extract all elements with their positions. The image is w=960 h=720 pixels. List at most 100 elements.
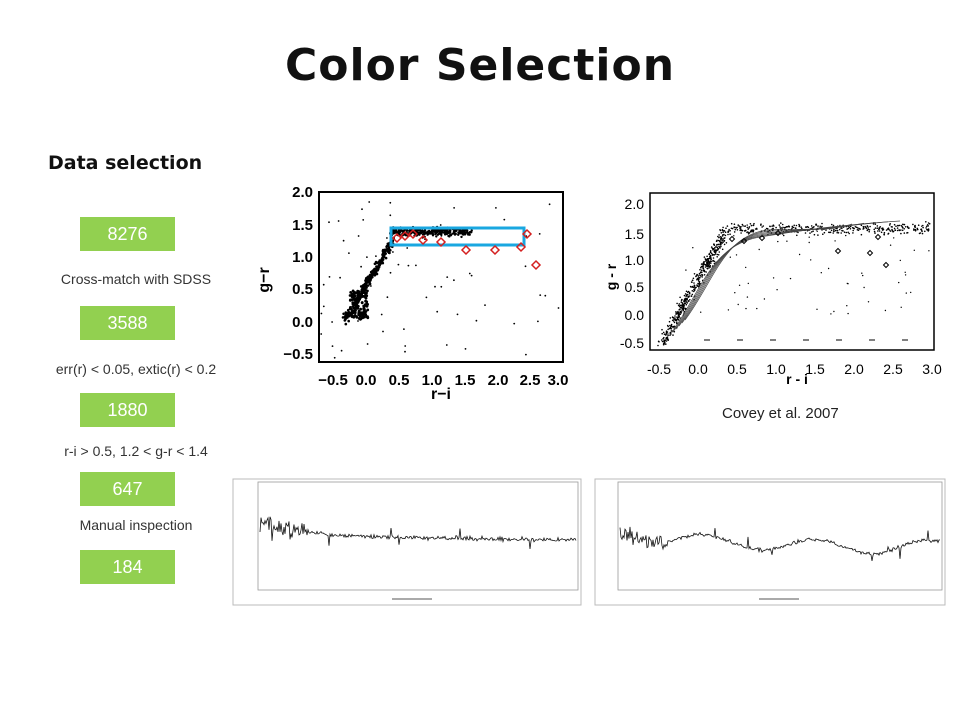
scatter-point xyxy=(347,319,350,323)
x-tick: 0.5 xyxy=(727,361,747,377)
y-tick: 2.0 xyxy=(292,184,313,201)
scatter-point xyxy=(766,227,769,230)
scatter-point xyxy=(687,291,689,294)
scatter-point xyxy=(874,223,877,225)
scatter-point xyxy=(665,330,668,332)
scatter-point xyxy=(679,306,682,309)
scatter-point xyxy=(922,226,924,229)
x-tick: 2.5 xyxy=(883,361,903,377)
scatter-point xyxy=(883,234,885,236)
scatter-point xyxy=(440,285,443,288)
scatter-point xyxy=(669,324,671,327)
scatter-point xyxy=(451,232,454,235)
scatter-point xyxy=(718,236,720,239)
scatter-point xyxy=(711,254,714,256)
contour-line xyxy=(684,224,841,321)
scatter-point xyxy=(662,343,665,346)
scatter-point xyxy=(333,356,336,359)
diamond-marker xyxy=(435,236,447,248)
scatter-point xyxy=(350,315,354,319)
scatter-point xyxy=(380,258,383,261)
scatter-point xyxy=(684,307,687,310)
scatter-point xyxy=(741,223,744,226)
scatter-point xyxy=(769,225,771,228)
scatter-point xyxy=(660,339,663,341)
scatter-point xyxy=(357,292,360,295)
step-label-crossmatch: Cross-match with SDSS xyxy=(60,271,212,287)
scatter-point xyxy=(813,233,816,236)
scatter-point xyxy=(713,260,716,263)
scatter-point xyxy=(484,304,486,306)
scatter-point xyxy=(878,230,881,232)
scatter-point xyxy=(731,227,734,230)
scatter-point xyxy=(729,233,731,235)
scatter-point xyxy=(820,272,822,274)
scatter-point xyxy=(921,230,923,233)
scatter-point xyxy=(368,278,371,282)
scatter-point xyxy=(881,227,883,230)
scatter-point xyxy=(674,315,676,317)
scatter-point xyxy=(667,339,669,341)
scatter-point xyxy=(709,256,711,258)
scatter-point xyxy=(363,294,367,298)
scatter-point xyxy=(791,227,794,229)
scatter-point xyxy=(763,298,766,300)
scatter-point xyxy=(381,251,385,255)
scatter-point xyxy=(427,229,431,233)
scatter-point xyxy=(354,302,357,306)
scatter-point xyxy=(729,256,731,258)
scatter-point xyxy=(706,265,708,267)
scatter-point xyxy=(382,330,384,333)
scatter-point xyxy=(384,256,388,260)
scatter-point xyxy=(469,230,473,234)
scatter-point xyxy=(357,295,360,299)
scatter-point xyxy=(464,232,467,235)
scatter-point xyxy=(441,229,444,232)
scatter-point xyxy=(322,305,325,308)
scatter-point xyxy=(693,282,695,284)
scatter-point xyxy=(900,306,902,308)
scatter-point xyxy=(812,230,814,232)
scatter-point xyxy=(449,229,452,232)
scatter-point xyxy=(431,234,435,237)
y-axis-label: g−r xyxy=(256,267,273,292)
scatter-point xyxy=(926,224,929,226)
scatter-point xyxy=(423,232,426,236)
contour-line xyxy=(672,221,889,333)
scatter-point xyxy=(896,229,899,232)
scatter-point xyxy=(700,266,702,269)
scatter-point xyxy=(807,226,810,229)
scatter-point xyxy=(874,227,877,229)
scatter-point xyxy=(796,234,798,237)
scatter-point xyxy=(328,276,331,278)
diamond-marker xyxy=(417,234,429,246)
scatter-point xyxy=(358,316,361,320)
scatter-point xyxy=(887,227,890,229)
reference-color-color-plot: -0.5 0.0 0.5 1.0 1.5 2.0 2.5 3.0 2.0 1.5… xyxy=(600,185,945,385)
x-tick: 3.0 xyxy=(922,361,942,377)
diamond-marker xyxy=(460,244,472,256)
scatter-point xyxy=(685,290,688,293)
scatter-point xyxy=(927,230,930,232)
scatter-point xyxy=(793,224,795,227)
scatter-point xyxy=(749,223,752,225)
scatter-point xyxy=(368,201,371,203)
scatter-point xyxy=(678,309,680,311)
scatter-point xyxy=(417,231,420,234)
scatter-point xyxy=(693,285,696,287)
scatter-point xyxy=(755,227,758,230)
scatter-point xyxy=(808,236,810,238)
scatter-point xyxy=(671,316,674,318)
scatter-point xyxy=(342,312,345,316)
diamond-marker xyxy=(866,249,874,257)
scatter-point xyxy=(733,231,736,233)
scatter-point xyxy=(751,230,754,232)
scatter-point xyxy=(678,313,681,315)
scatter-point xyxy=(852,232,854,234)
scatter-point xyxy=(862,228,864,230)
scatter-point xyxy=(663,336,665,339)
scatter-point xyxy=(699,268,701,271)
scatter-point xyxy=(776,289,778,291)
scatter-point xyxy=(322,283,325,286)
scatter-point xyxy=(781,223,784,226)
